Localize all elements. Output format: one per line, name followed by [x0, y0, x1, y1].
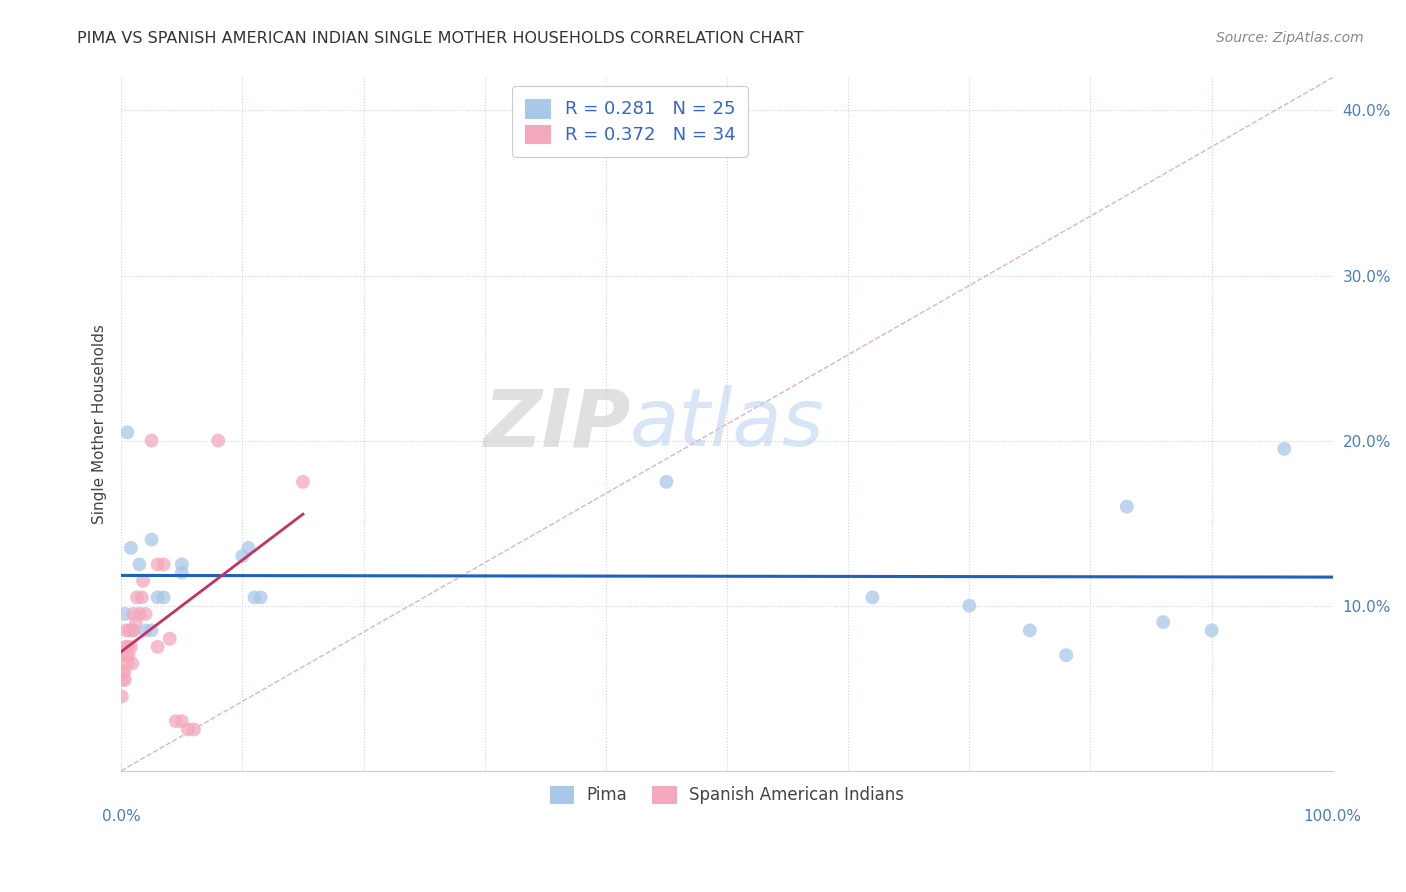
Point — [146, 591, 169, 605]
Text: atlas: atlas — [630, 385, 825, 463]
Point — [114, 673, 136, 687]
Point — [249, 591, 271, 605]
Point — [152, 591, 174, 605]
Point — [118, 624, 141, 638]
Point — [114, 607, 136, 621]
Point — [141, 624, 163, 638]
Text: Source: ZipAtlas.com: Source: ZipAtlas.com — [1216, 31, 1364, 45]
Point — [165, 714, 187, 729]
Point — [122, 624, 145, 638]
Point — [1054, 648, 1077, 662]
Point — [120, 640, 142, 654]
Point — [117, 640, 139, 654]
Point — [170, 558, 193, 572]
Point — [117, 425, 139, 440]
Point — [1115, 500, 1137, 514]
Text: PIMA VS SPANISH AMERICAN INDIAN SINGLE MOTHER HOUSEHOLDS CORRELATION CHART: PIMA VS SPANISH AMERICAN INDIAN SINGLE M… — [77, 31, 804, 46]
Point — [112, 648, 135, 662]
Point — [141, 434, 163, 448]
Point — [207, 434, 229, 448]
Point — [134, 607, 156, 621]
Point — [115, 624, 138, 638]
Point — [146, 558, 169, 572]
Point — [111, 690, 134, 704]
Point — [132, 574, 155, 588]
Legend: Pima, Spanish American Indians: Pima, Spanish American Indians — [543, 780, 911, 811]
Point — [114, 640, 136, 654]
Point — [125, 615, 148, 629]
Point — [134, 624, 156, 638]
Point — [159, 632, 181, 646]
Point — [231, 549, 253, 563]
Point — [170, 566, 193, 580]
Point — [125, 591, 148, 605]
Point — [291, 475, 314, 489]
Point — [122, 607, 145, 621]
Point — [183, 723, 205, 737]
Point — [1152, 615, 1174, 629]
Point — [655, 475, 678, 489]
Point — [131, 591, 153, 605]
Point — [141, 533, 163, 547]
Point — [115, 648, 138, 662]
Point — [177, 723, 200, 737]
Y-axis label: Single Mother Households: Single Mother Households — [93, 324, 107, 524]
Text: 0.0%: 0.0% — [101, 809, 141, 824]
Point — [152, 558, 174, 572]
Point — [1201, 624, 1223, 638]
Point — [146, 640, 169, 654]
Point — [121, 657, 143, 671]
Point — [112, 665, 135, 679]
Point — [122, 624, 145, 638]
Point — [170, 714, 193, 729]
Point — [128, 607, 150, 621]
Point — [1272, 442, 1295, 456]
Point — [1018, 624, 1040, 638]
Text: 100.0%: 100.0% — [1303, 809, 1362, 824]
Point — [112, 665, 135, 679]
Point — [117, 657, 139, 671]
Point — [117, 648, 139, 662]
Point — [243, 591, 266, 605]
Point — [957, 599, 980, 613]
Point — [120, 541, 142, 555]
Point — [111, 673, 134, 687]
Point — [238, 541, 260, 555]
Text: ZIP: ZIP — [482, 385, 630, 463]
Point — [860, 591, 883, 605]
Point — [128, 558, 150, 572]
